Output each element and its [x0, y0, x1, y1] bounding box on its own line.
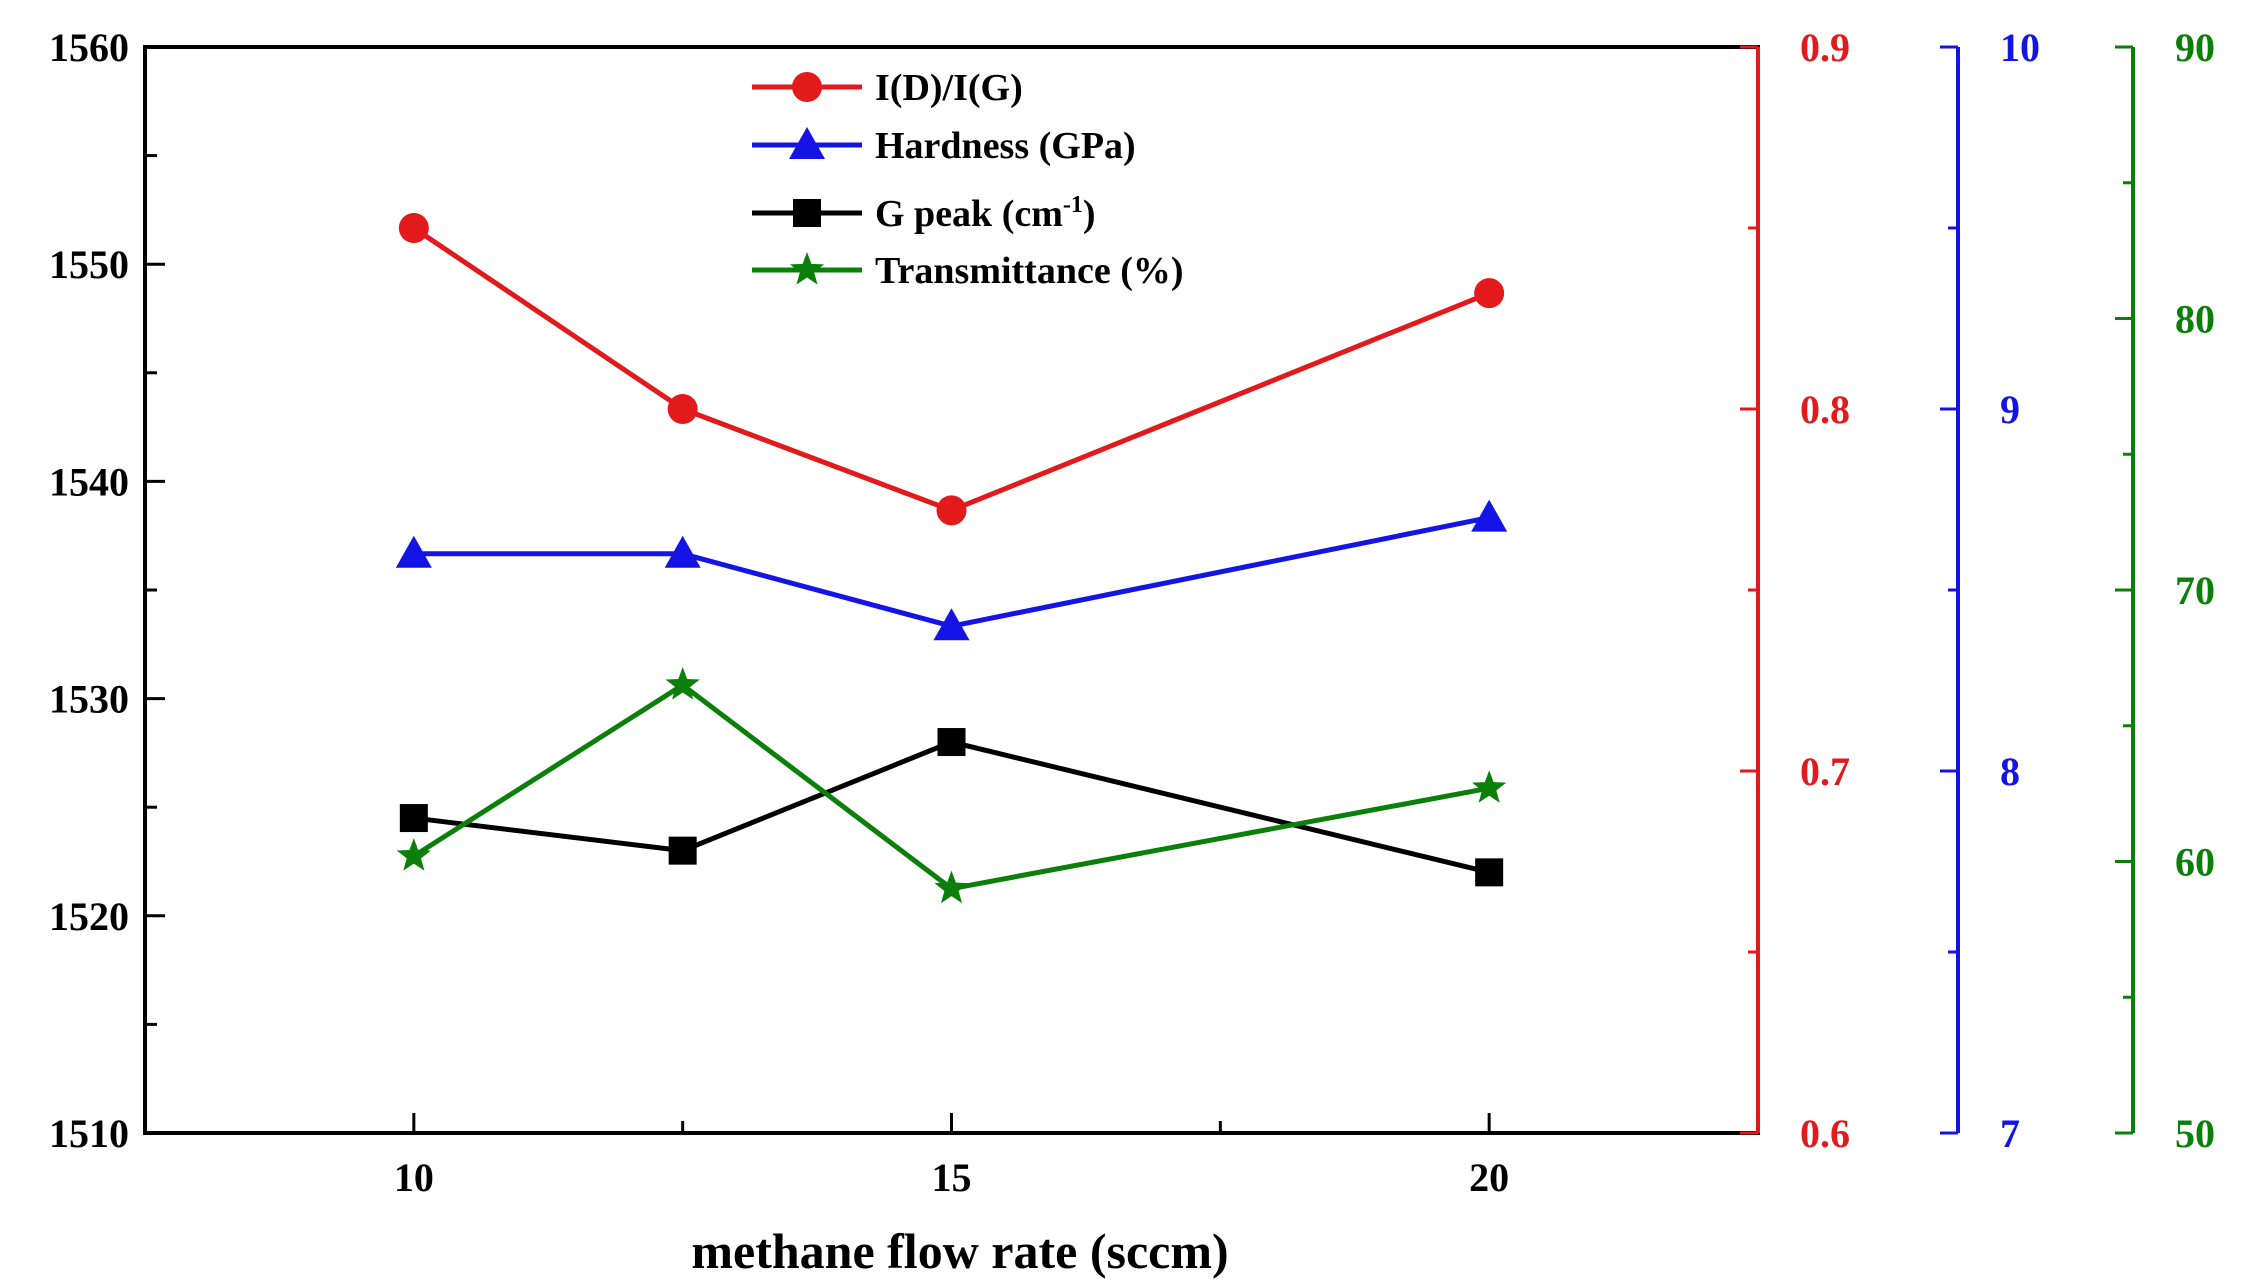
legend: I(D)/I(G) Hardness (GPa) G peak (cm-1) Tran…: [752, 67, 1184, 292]
blue-tick-label: 8: [2000, 749, 2020, 794]
blue-tick-label: 10: [2000, 25, 2040, 70]
red-tick-label: 0.9: [1800, 25, 1850, 70]
legend-label: G peak (cm-1): [875, 192, 1096, 235]
series-line: [412, 681, 1490, 892]
data-point: [395, 535, 432, 568]
green-axis: 50 60 70 80 90: [2115, 25, 2215, 1156]
data-point: [1475, 858, 1504, 887]
green-tick-label: 80: [2175, 297, 2215, 342]
red-tick-label: 0.7: [1800, 749, 1850, 794]
data-point: [934, 870, 969, 904]
data-point: [399, 804, 428, 833]
green-tick-label: 60: [2175, 840, 2215, 885]
data-point: [1474, 278, 1505, 309]
x-tick-label: 20: [1469, 1155, 1509, 1200]
x-tick-label: 10: [394, 1155, 434, 1200]
green-tick-label: 70: [2175, 568, 2215, 613]
left-tick-label: 1560: [49, 25, 129, 70]
left-tick-label: 1520: [49, 894, 129, 939]
data-point: [398, 213, 429, 243]
data-point: [936, 495, 967, 526]
left-tick-label: 1550: [49, 242, 129, 287]
green-tick-label: 50: [2175, 1111, 2215, 1156]
red-axis: 0.6 0.7 0.8 0.9: [1740, 25, 1850, 1156]
data-point: [937, 728, 966, 757]
blue-tick-label: 7: [2000, 1111, 2020, 1156]
green-tick-label: 90: [2175, 25, 2215, 70]
x-tick-label: 15: [932, 1155, 972, 1200]
x-axis: 10 15 20: [143, 1113, 1760, 1200]
data-point: [665, 667, 700, 700]
x-axis-title: methane flow rate (sccm): [691, 1223, 1228, 1279]
legend-marker: [789, 127, 825, 159]
legend-marker: [792, 72, 822, 102]
data-point: [1472, 770, 1507, 803]
legend-marker: [793, 199, 821, 227]
data-point: [1471, 499, 1508, 532]
left-tick-label: 1530: [49, 677, 129, 722]
series-line: [413, 515, 1490, 629]
legend-label: Transmittance (%): [875, 250, 1184, 292]
data-point: [933, 608, 970, 641]
legend-label: I(D)/I(G): [875, 67, 1023, 109]
data-point: [664, 535, 701, 568]
data-point: [668, 836, 697, 865]
left-tick-label: 1540: [49, 459, 129, 504]
left-tick-label: 1510: [49, 1111, 129, 1156]
blue-axis: 7 8 9 10: [1940, 25, 2040, 1156]
data-point: [396, 838, 431, 871]
series-line: [412, 225, 1491, 514]
left-axis: 1510 1520 1530 1540 1550 1560: [49, 25, 165, 1156]
red-tick-label: 0.8: [1800, 387, 1850, 432]
red-tick-label: 0.6: [1800, 1111, 1850, 1156]
blue-tick-label: 9: [2000, 387, 2020, 432]
series-line: [413, 739, 1490, 875]
legend-marker: [789, 252, 825, 285]
data-point: [667, 394, 698, 424]
series-layer: [395, 213, 1508, 904]
legend-label: Hardness (GPa): [875, 125, 1136, 167]
